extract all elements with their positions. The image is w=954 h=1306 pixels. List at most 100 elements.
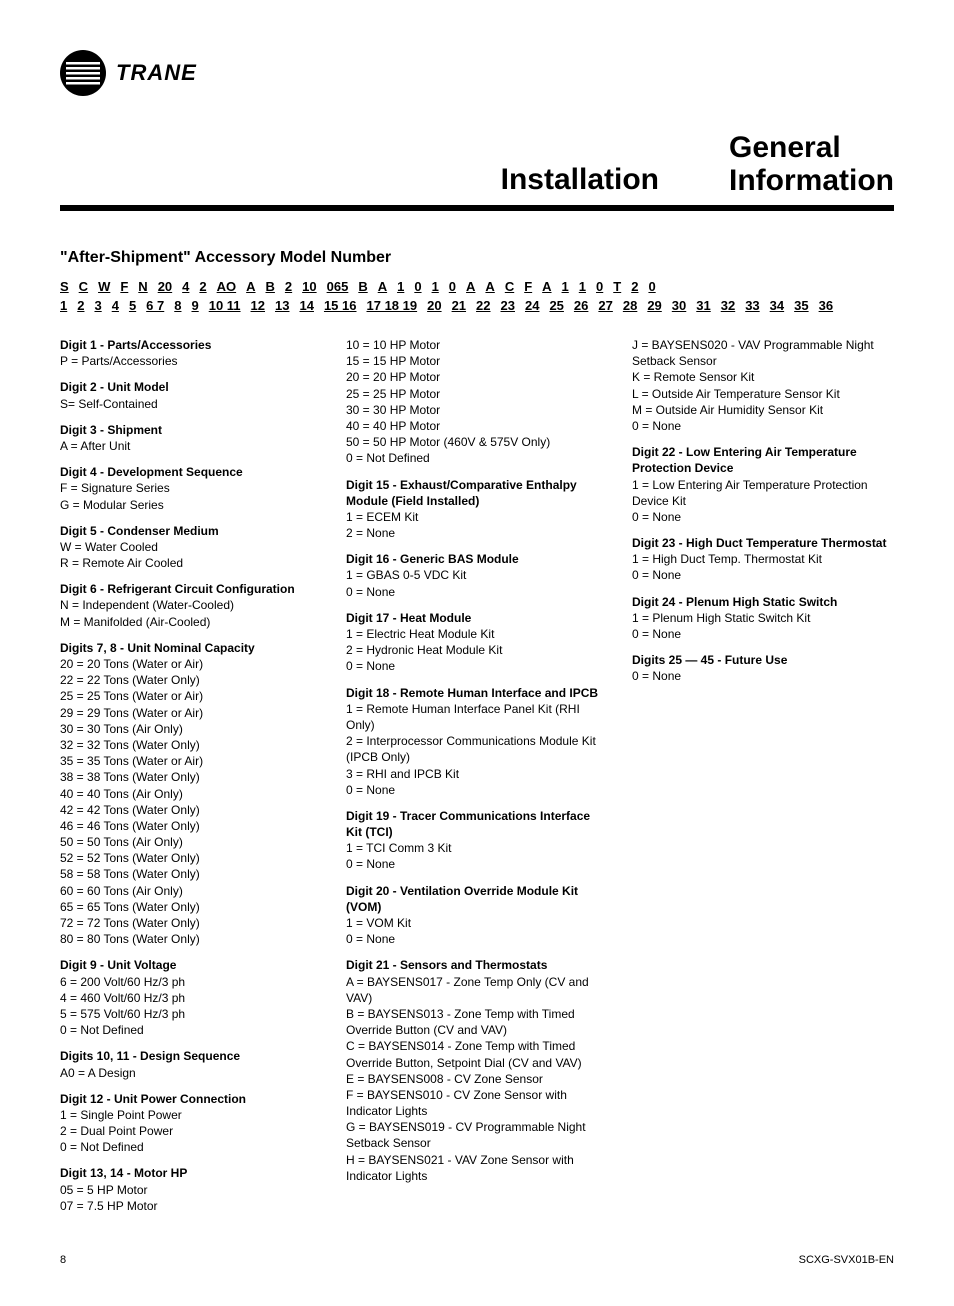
index-char: 35 [794, 298, 808, 313]
block-line: M = Manifolded (Air-Cooled) [60, 614, 322, 630]
block-line: 72 = 72 Tons (Water Only) [60, 915, 322, 931]
digit-block: Digit 18 - Remote Human Interface and IP… [346, 685, 608, 798]
digit-block: Digit 12 - Unit Power Connection1 = Sing… [60, 1091, 322, 1156]
model-char: 1 [579, 279, 586, 294]
digit-block: Digits 10, 11 - Design SequenceA0 = A De… [60, 1048, 322, 1080]
block-line: 65 = 65 Tons (Water Only) [60, 899, 322, 915]
block-line: 2 = Interprocessor Communications Module… [346, 733, 608, 765]
section-title: "After-Shipment" Accessory Model Number [60, 249, 894, 267]
index-char: 3 [94, 298, 101, 313]
index-row: 123456 78910 1112131415 1617 18 19202122… [60, 298, 894, 313]
block-title: Digit 2 - Unit Model [60, 379, 322, 395]
block-line: 20 = 20 Tons (Water or Air) [60, 656, 322, 672]
block-line: 0 = Not Defined [346, 450, 608, 466]
block-line: 10 = 10 HP Motor [346, 337, 608, 353]
index-char: 5 [129, 298, 136, 313]
block-line: 60 = 60 Tons (Air Only) [60, 883, 322, 899]
block-line: A0 = A Design [60, 1065, 322, 1081]
index-char: 24 [525, 298, 539, 313]
block-line: 40 = 40 HP Motor [346, 418, 608, 434]
block-line: 3 = RHI and IPCB Kit [346, 766, 608, 782]
digit-block: Digit 2 - Unit ModelS= Self-Contained [60, 379, 322, 411]
block-line: 0 = None [346, 782, 608, 798]
index-char: 1 [60, 298, 67, 313]
block-line: K = Remote Sensor Kit [632, 369, 894, 385]
model-char: C [79, 279, 88, 294]
block-line: 50 = 50 HP Motor (460V & 575V Only) [346, 434, 608, 450]
block-line: C = BAYSENS014 - Zone Temp with Timed Ov… [346, 1038, 608, 1070]
model-char: C [505, 279, 514, 294]
block-title: Digit 17 - Heat Module [346, 610, 608, 626]
columns: Digit 1 - Parts/AccessoriesP = Parts/Acc… [60, 337, 894, 1224]
index-char: 9 [191, 298, 198, 313]
index-char: 33 [745, 298, 759, 313]
block-line: 35 = 35 Tons (Water or Air) [60, 753, 322, 769]
index-char: 14 [299, 298, 313, 313]
index-char: 30 [672, 298, 686, 313]
digit-block: Digit 20 - Ventilation Override Module K… [346, 883, 608, 948]
model-char: 065 [327, 279, 349, 294]
block-line: 1 = VOM Kit [346, 915, 608, 931]
block-line: F = Signature Series [60, 480, 322, 496]
block-line: 0 = None [632, 509, 894, 525]
block-line: 0 = Not Defined [60, 1022, 322, 1038]
block-line: S= Self-Contained [60, 396, 322, 412]
block-title: Digit 12 - Unit Power Connection [60, 1091, 322, 1107]
index-char: 20 [427, 298, 441, 313]
index-char: 28 [623, 298, 637, 313]
block-line: F = BAYSENS010 - CV Zone Sensor with Ind… [346, 1087, 608, 1119]
block-line: 80 = 80 Tons (Water Only) [60, 931, 322, 947]
block-title: Digit 1 - Parts/Accessories [60, 337, 322, 353]
title-right-line1: General [729, 131, 894, 164]
digit-block: Digit 24 - Plenum High Static Switch1 = … [632, 594, 894, 643]
digit-block: Digit 15 - Exhaust/Comparative Enthalpy … [346, 477, 608, 542]
block-line: 0 = Not Defined [60, 1139, 322, 1155]
trane-logo-icon [60, 50, 106, 96]
block-line: P = Parts/Accessories [60, 353, 322, 369]
index-char: 29 [647, 298, 661, 313]
model-char: 1 [562, 279, 569, 294]
model-char: 0 [449, 279, 456, 294]
model-char: A [378, 279, 387, 294]
index-char: 17 18 19 [367, 298, 418, 313]
index-char: 23 [501, 298, 515, 313]
model-char: 0 [414, 279, 421, 294]
block-title: Digits 7, 8 - Unit Nominal Capacity [60, 640, 322, 656]
block-line: M = Outside Air Humidity Sensor Kit [632, 402, 894, 418]
block-line: L = Outside Air Temperature Sensor Kit [632, 386, 894, 402]
block-line: 2 = None [346, 525, 608, 541]
block-line: 0 = None [346, 931, 608, 947]
block-line: 38 = 38 Tons (Water Only) [60, 769, 322, 785]
block-line: R = Remote Air Cooled [60, 555, 322, 571]
model-char: 10 [302, 279, 316, 294]
block-line: 25 = 25 Tons (Water or Air) [60, 688, 322, 704]
block-title: Digit 6 - Refrigerant Circuit Configurat… [60, 581, 322, 597]
block-line: 29 = 29 Tons (Water or Air) [60, 705, 322, 721]
index-char: 4 [112, 298, 119, 313]
block-title: Digit 4 - Development Sequence [60, 464, 322, 480]
index-char: 26 [574, 298, 588, 313]
index-char: 32 [721, 298, 735, 313]
block-line: 4 = 460 Volt/60 Hz/3 ph [60, 990, 322, 1006]
digit-block: Digit 5 - Condenser MediumW = Water Cool… [60, 523, 322, 572]
block-title: Digit 20 - Ventilation Override Module K… [346, 883, 608, 915]
column-3: J = BAYSENS020 - VAV Programmable Night … [632, 337, 894, 1224]
block-line: 40 = 40 Tons (Air Only) [60, 786, 322, 802]
block-line: 25 = 25 HP Motor [346, 386, 608, 402]
logo-text: TRANE [116, 60, 197, 86]
block-line: 0 = None [346, 856, 608, 872]
model-number-row: SCWFN2042AOAB210065BA1010AACFA110T20 [60, 279, 894, 294]
digit-block: 10 = 10 HP Motor15 = 15 HP Motor20 = 20 … [346, 337, 608, 467]
block-line: H = BAYSENS021 - VAV Zone Sensor with In… [346, 1152, 608, 1184]
model-char: B [358, 279, 367, 294]
block-line: 46 = 46 Tons (Water Only) [60, 818, 322, 834]
block-line: 6 = 200 Volt/60 Hz/3 ph [60, 974, 322, 990]
model-char: 20 [158, 279, 172, 294]
digit-block: Digit 1 - Parts/AccessoriesP = Parts/Acc… [60, 337, 322, 369]
block-title: Digit 22 - Low Entering Air Temperature … [632, 444, 894, 476]
model-char: A [542, 279, 551, 294]
block-title: Digit 5 - Condenser Medium [60, 523, 322, 539]
block-line: 1 = High Duct Temp. Thermostat Kit [632, 551, 894, 567]
block-title: Digit 23 - High Duct Temperature Thermos… [632, 535, 894, 551]
model-char: F [120, 279, 128, 294]
